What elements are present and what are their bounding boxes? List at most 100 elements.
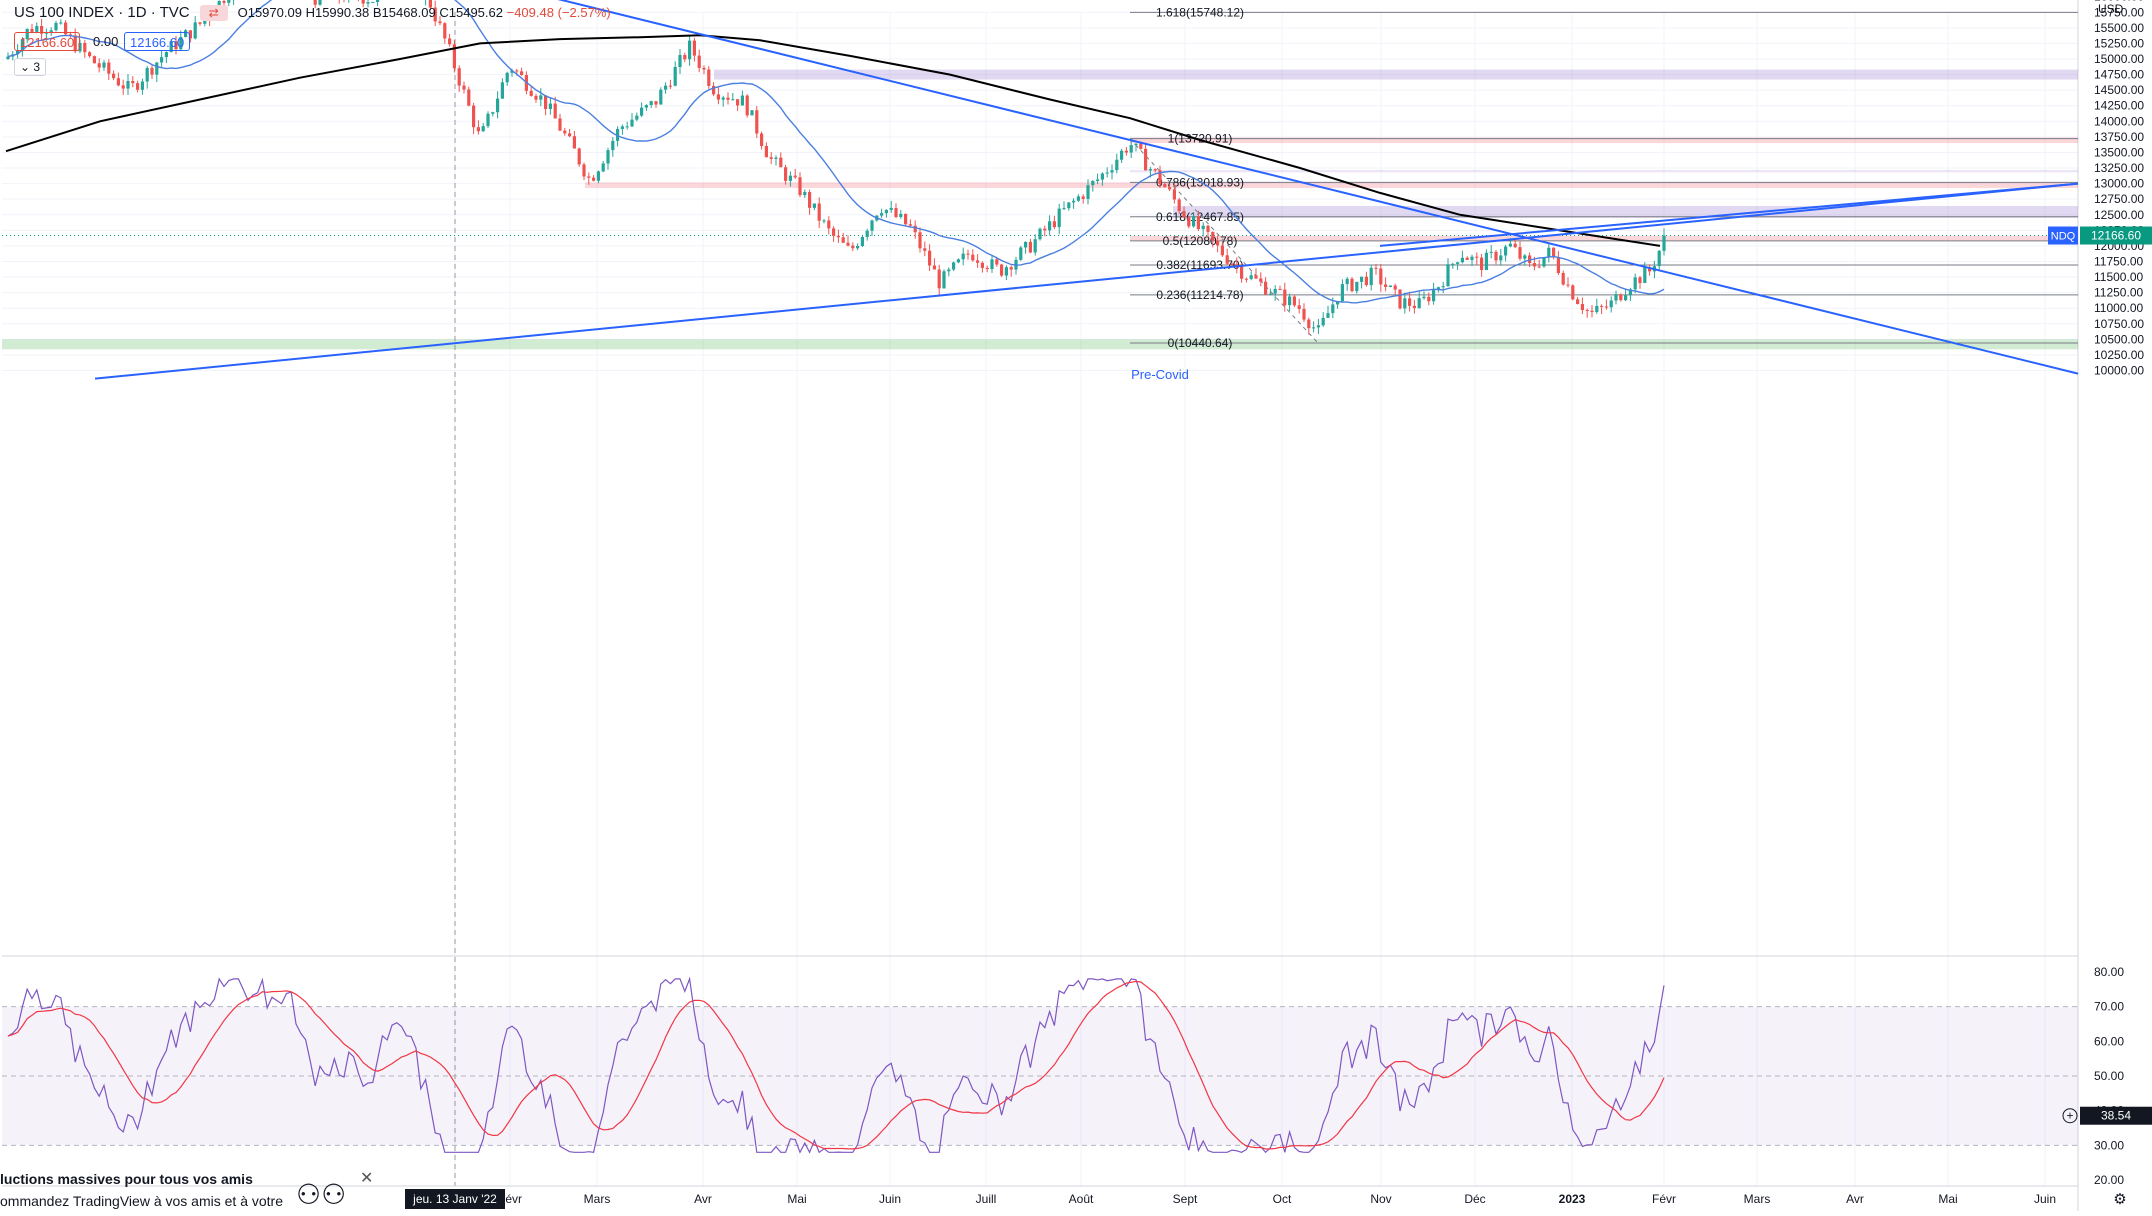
candle-body[interactable]	[30, 28, 34, 32]
candle-body[interactable]	[1273, 288, 1277, 294]
candle-body[interactable]	[155, 62, 159, 75]
candle-body[interactable]	[1028, 241, 1032, 253]
candle-body[interactable]	[112, 73, 116, 79]
candle-body[interactable]	[1475, 256, 1479, 258]
candle-body[interactable]	[1062, 208, 1066, 210]
candle-body[interactable]	[1456, 262, 1460, 264]
zone-red[interactable]	[1130, 137, 2078, 144]
candle-body[interactable]	[553, 103, 557, 119]
candle-body[interactable]	[1561, 273, 1565, 285]
candle-body[interactable]	[1163, 183, 1167, 188]
candle-body[interactable]	[596, 171, 600, 181]
candle-body[interactable]	[169, 41, 173, 53]
candle-body[interactable]	[1249, 275, 1253, 279]
candle-body[interactable]	[1417, 298, 1421, 309]
candle-body[interactable]	[1499, 255, 1503, 261]
candle-body[interactable]	[1388, 285, 1392, 288]
candle-body[interactable]	[726, 97, 730, 100]
zone-purple[interactable]	[1173, 206, 2078, 218]
candle-body[interactable]	[1595, 305, 1599, 313]
candle-body[interactable]	[865, 230, 869, 237]
candle-body[interactable]	[1182, 211, 1186, 218]
candle-body[interactable]	[918, 232, 922, 249]
candle-body[interactable]	[884, 209, 888, 214]
candle-body[interactable]	[889, 208, 893, 210]
candle-body[interactable]	[548, 103, 552, 109]
candle-body[interactable]	[616, 128, 620, 141]
candle-body[interactable]	[1566, 284, 1570, 286]
candle-body[interactable]	[1105, 172, 1109, 174]
candle-body[interactable]	[1350, 278, 1354, 292]
candle-body[interactable]	[476, 127, 480, 132]
candle-body[interactable]	[1364, 276, 1368, 286]
sma-200-line[interactable]	[5, 34, 1661, 247]
candle-body[interactable]	[136, 83, 140, 90]
candle-body[interactable]	[1624, 295, 1628, 301]
candle-body[interactable]	[1379, 268, 1383, 285]
candle-body[interactable]	[1211, 231, 1215, 241]
candle-body[interactable]	[1528, 255, 1532, 264]
candle-body[interactable]	[1609, 300, 1613, 308]
candle-body[interactable]	[1571, 285, 1575, 300]
candle-body[interactable]	[630, 119, 634, 127]
candle-body[interactable]	[481, 126, 485, 132]
candle-body[interactable]	[1230, 263, 1234, 265]
candle-body[interactable]	[68, 34, 72, 36]
candle-body[interactable]	[1422, 296, 1426, 299]
last-price-tag[interactable]	[2080, 226, 2152, 245]
candle-body[interactable]	[808, 191, 812, 208]
candle-body[interactable]	[683, 55, 687, 60]
candle-body[interactable]	[49, 30, 53, 32]
candle-body[interactable]	[457, 68, 461, 86]
candle-body[interactable]	[1638, 277, 1642, 284]
candle-body[interactable]	[961, 253, 965, 260]
candle-body[interactable]	[500, 82, 504, 99]
candle-body[interactable]	[1052, 221, 1056, 228]
candle-body[interactable]	[1057, 208, 1061, 228]
candle-body[interactable]	[1220, 245, 1224, 256]
candle-body[interactable]	[688, 40, 692, 60]
candle-body[interactable]	[942, 271, 946, 289]
candle-body[interactable]	[649, 101, 653, 106]
candle-body[interactable]	[121, 85, 125, 89]
candle-body[interactable]	[1432, 289, 1436, 302]
candle-body[interactable]	[16, 50, 20, 55]
candle-body[interactable]	[1225, 255, 1229, 264]
candle-body[interactable]	[880, 213, 884, 216]
candle-body[interactable]	[1508, 243, 1512, 247]
candle-body[interactable]	[496, 98, 500, 113]
candle-body[interactable]	[822, 220, 826, 222]
candle-body[interactable]	[692, 40, 696, 56]
candle-body[interactable]	[832, 228, 836, 236]
candle-body[interactable]	[620, 126, 624, 129]
candle-body[interactable]	[54, 22, 58, 31]
candle-body[interactable]	[35, 26, 39, 32]
candle-body[interactable]	[904, 213, 908, 225]
candle-body[interactable]	[702, 67, 706, 70]
candle-body[interactable]	[25, 28, 29, 40]
candle-body[interactable]	[1446, 264, 1450, 287]
candle-body[interactable]	[1369, 267, 1373, 286]
candle-body[interactable]	[529, 90, 533, 96]
candle-body[interactable]	[443, 23, 447, 39]
candle-body[interactable]	[793, 175, 797, 178]
candle-body[interactable]	[769, 157, 773, 159]
candle-body[interactable]	[1484, 252, 1488, 270]
candle-body[interactable]	[1470, 256, 1474, 260]
candle-body[interactable]	[659, 89, 663, 105]
candle-body[interactable]	[1408, 298, 1412, 306]
candle-body[interactable]	[1600, 305, 1604, 307]
candle-body[interactable]	[635, 115, 639, 120]
candle-body[interactable]	[1096, 179, 1100, 181]
candle-body[interactable]	[1086, 185, 1090, 199]
candle-body[interactable]	[1081, 196, 1085, 199]
candle-body[interactable]	[510, 70, 514, 73]
candle-body[interactable]	[1134, 143, 1138, 146]
candle-body[interactable]	[568, 133, 572, 137]
candle-body[interactable]	[894, 208, 898, 218]
candle-body[interactable]	[779, 157, 783, 168]
candle-body[interactable]	[64, 22, 68, 35]
candle-body[interactable]	[97, 63, 101, 68]
candle-body[interactable]	[1427, 296, 1431, 302]
